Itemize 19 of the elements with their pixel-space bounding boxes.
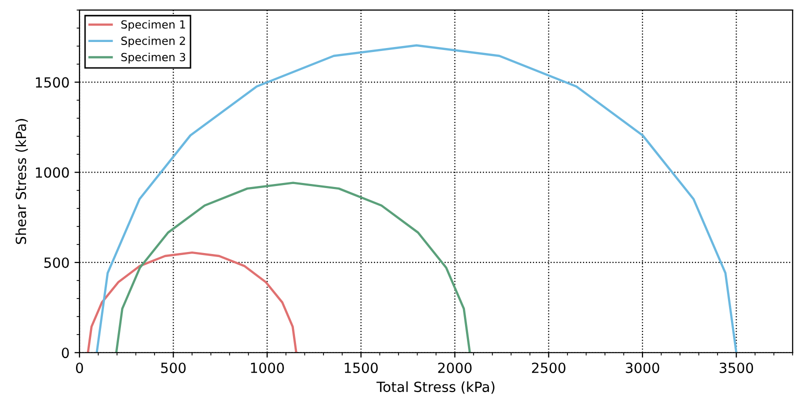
y-axis-title: Shear Stress (kPa) xyxy=(15,119,28,244)
x-tick-label: 1500 xyxy=(344,362,378,374)
y-tick-label: 500 xyxy=(44,257,69,268)
x-tick-label: 1000 xyxy=(251,362,284,374)
x-tick-label: 500 xyxy=(161,362,186,374)
line-series xyxy=(86,251,298,353)
x-tick-label: 2000 xyxy=(438,362,472,374)
x-tick-label: 3500 xyxy=(720,362,754,374)
y-tick-label: 1000 xyxy=(36,167,69,178)
legend-label: Specimen 3 xyxy=(121,52,186,64)
y-tick-label: 0 xyxy=(62,348,69,358)
legend-label: Specimen 2 xyxy=(121,36,185,48)
legend-label: Specimen 1 xyxy=(121,20,186,31)
x-tick-label: 3000 xyxy=(626,362,660,374)
x-tick-label: 0 xyxy=(76,362,83,374)
y-tick-label: 1500 xyxy=(36,77,69,88)
x-axis-title: Total Stress (kPa) xyxy=(376,381,494,394)
x-tick-label: 2500 xyxy=(532,362,566,374)
line-series xyxy=(115,182,471,353)
